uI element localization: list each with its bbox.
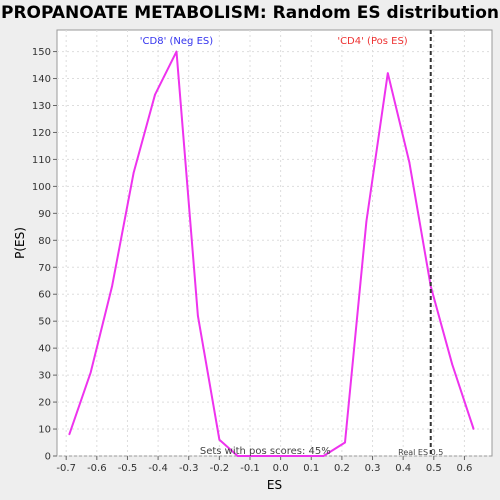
data-point [218,439,221,441]
y-tick-label: 120 [32,128,51,139]
chart-title: PROPANOATE METABOLISM: Random ES distrib… [0,3,500,23]
x-tick-label: 0.0 [273,463,289,474]
y-axis-label: P(ES) [13,227,27,259]
y-tick-label: 40 [38,344,51,355]
data-point [111,285,113,287]
x-tick-label: -0.5 [118,463,138,474]
y-tick-label: 10 [38,425,51,436]
real-es-label: Real ES 0.5 [398,448,443,457]
x-tick-label: 0.6 [456,463,472,474]
data-point [258,455,260,457]
data-point [279,455,282,457]
data-point [301,455,303,457]
x-tick-label: -0.7 [56,463,76,474]
y-tick-label: 30 [38,371,51,382]
data-point [132,172,135,174]
y-tick-label: 20 [38,398,51,409]
y-tick-label: 80 [38,236,51,247]
x-tick-label: -0.3 [179,463,199,474]
y-tick-label: 100 [32,182,51,193]
x-axis-label: ES [267,478,282,492]
data-point [154,93,156,96]
y-tick-label: 50 [38,317,51,328]
data-point [387,72,389,74]
data-point [322,455,325,457]
data-point [68,433,71,436]
data-point [472,428,475,430]
y-tick-label: 0 [45,452,51,463]
x-tick-label: -0.1 [240,463,260,474]
data-point [89,371,92,374]
distribution-line [68,50,475,457]
data-point [197,314,199,317]
neg-es-label: 'CD8' (Neg ES) [140,36,213,47]
y-tick-label: 140 [32,74,51,85]
y-tick-label: 90 [38,209,51,220]
x-tick-label: -0.6 [87,463,107,474]
y-tick-label: 70 [38,263,51,274]
x-tick-label: 0.1 [303,463,319,474]
y-tick-label: 150 [32,47,51,58]
data-point [344,441,346,444]
grid [57,30,492,457]
x-tick-label: 0.3 [365,463,381,474]
x-tick-label: -0.4 [148,463,168,474]
x-tick-label: 0.4 [395,463,411,474]
y-tick-label: 130 [32,101,51,112]
data-point [408,161,411,163]
y-tick-label: 110 [32,155,51,166]
x-tick-label: -0.2 [210,463,230,474]
pos-scores-label: Sets with pos scores: 45% [200,446,331,457]
plot-area [56,29,493,457]
x-tick-label: 0.2 [334,463,350,474]
data-point [365,220,368,223]
series-layer [68,50,475,457]
y-tick-label: 60 [38,290,51,301]
pos-es-label: 'CD4' (Pos ES) [337,36,407,47]
data-point [236,455,239,457]
data-point [451,363,453,366]
x-tick-label: 0.5 [426,463,442,474]
data-point [175,50,178,53]
axes: 0 10 20 30 40 50 60 70 80 90 100 110 120 130 140 150 -0.… [32,47,472,474]
